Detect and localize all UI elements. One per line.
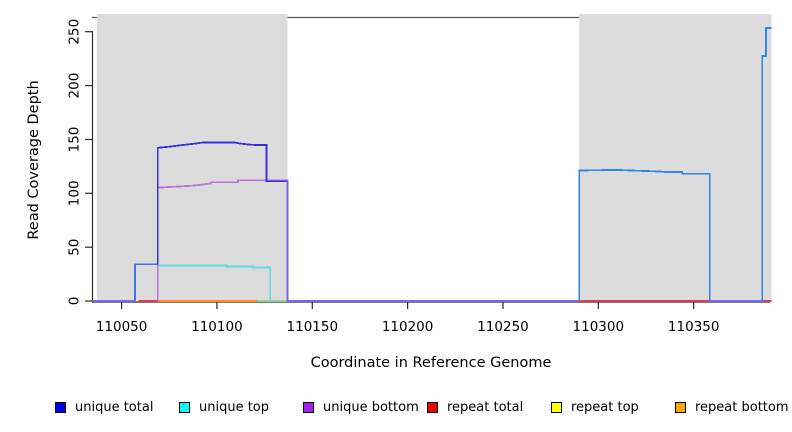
y-tick-label: 100 xyxy=(67,180,83,206)
shaded-region xyxy=(579,14,772,301)
shaded-regions-layer xyxy=(96,14,772,301)
x-tick-marks xyxy=(120,302,695,309)
legend-label: repeat total xyxy=(447,399,524,415)
x-axis-title: Coordinate in Reference Genome xyxy=(311,355,552,371)
legend-item-unique-bottom: unique bottom xyxy=(303,399,419,415)
x-tick-label: 110300 xyxy=(573,319,625,335)
x-tick-label: 110350 xyxy=(668,319,720,335)
y-tick-label: 0 xyxy=(67,297,83,306)
repeat-top-swatch-icon xyxy=(551,401,562,413)
x-axis-tick-labels: 110050 110100 110150 110200 110250 11030… xyxy=(96,319,720,335)
unique-total-low-step-line xyxy=(133,263,158,301)
y-axis-title: Read Coverage Depth xyxy=(26,80,42,239)
legend-item-repeat-top: repeat top xyxy=(551,399,639,415)
repeat-total-swatch-icon xyxy=(427,401,438,413)
x-tick-label: 110050 xyxy=(96,319,148,335)
legend-label: repeat bottom xyxy=(695,399,789,415)
legend-label: unique total xyxy=(75,399,154,415)
unique-top-swatch-icon xyxy=(179,401,190,413)
y-axis-tick-labels: 0 50 100 150 200 250 xyxy=(67,19,83,305)
x-tick-label: 110250 xyxy=(477,319,529,335)
repeat-bottom-swatch-icon xyxy=(675,401,686,413)
legend-label: repeat top xyxy=(571,399,639,415)
unique-total-swatch-icon xyxy=(55,401,66,413)
legend-label: unique bottom xyxy=(323,399,419,415)
x-tick-label: 110150 xyxy=(287,319,339,335)
y-tick-marks xyxy=(85,31,92,302)
y-tick-label: 200 xyxy=(67,73,83,99)
x-tick-label: 110100 xyxy=(191,319,243,335)
y-tick-label: 150 xyxy=(67,127,83,153)
legend-item-repeat-bottom: repeat bottom xyxy=(675,399,789,415)
legend-item-repeat-total: repeat total xyxy=(427,399,523,415)
y-tick-label: 250 xyxy=(67,19,83,45)
unique-total-right-spike-line xyxy=(761,27,772,301)
y-tick-label: 50 xyxy=(67,239,83,256)
unique-bottom-swatch-icon xyxy=(303,401,314,413)
unique-total-mid-baseline-line xyxy=(286,181,580,302)
unique-total-right-plateau-line xyxy=(578,168,711,301)
legend-label: unique top xyxy=(199,399,270,415)
unique-total-left-plateau-line xyxy=(156,141,288,265)
legend-item-unique-top: unique top xyxy=(179,399,269,415)
legend-item-unique-total: unique total xyxy=(55,399,153,415)
data-series-layer xyxy=(92,27,772,302)
shaded-region xyxy=(96,14,288,301)
chart-legend: unique total unique top unique bottom re… xyxy=(0,399,792,417)
x-tick-label: 110200 xyxy=(382,319,434,335)
unique-bottom-left-line xyxy=(156,179,289,301)
unique-top-left-line xyxy=(156,264,272,301)
